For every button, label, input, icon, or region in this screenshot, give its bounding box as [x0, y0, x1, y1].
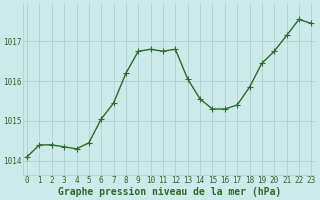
X-axis label: Graphe pression niveau de la mer (hPa): Graphe pression niveau de la mer (hPa): [58, 186, 281, 197]
